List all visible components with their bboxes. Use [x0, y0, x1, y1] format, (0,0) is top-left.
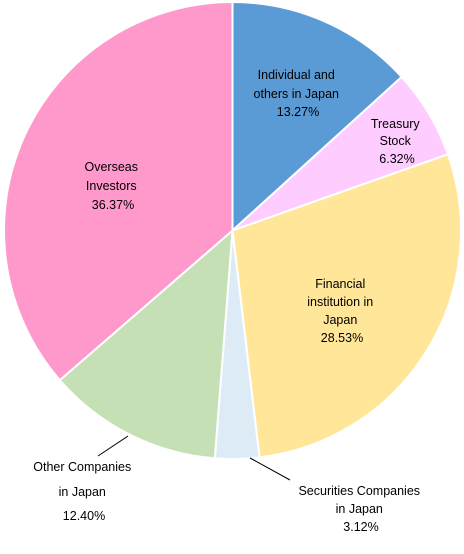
pie-slice-financial [231, 153, 462, 459]
slice-label-overseas: Overseas Investors 36.37% [85, 160, 142, 212]
slice-label-other-companies: Other Companies in Japan 12.40% [33, 460, 134, 523]
pie-slice-other-companies [58, 229, 234, 460]
slice-label-treasury: Treasury Stock 6.32% [371, 117, 423, 166]
pie-slice-individual [231, 1, 403, 232]
pie-slice-overseas [3, 1, 234, 382]
pie-slices [3, 1, 462, 460]
slice-labels: Individual and others in Japan 13.27% Tr… [33, 68, 423, 534]
slice-label-individual: Individual and others in Japan 13.27% [254, 68, 343, 119]
leader-line-securities [249, 457, 291, 481]
leader-lines [97, 435, 291, 481]
slice-label-securities: Securities Companies in Japan 3.12% [298, 484, 423, 534]
leader-line-other-companies [97, 435, 129, 457]
slice-label-financial: Financial institution in Japan 28.53% [307, 277, 377, 345]
